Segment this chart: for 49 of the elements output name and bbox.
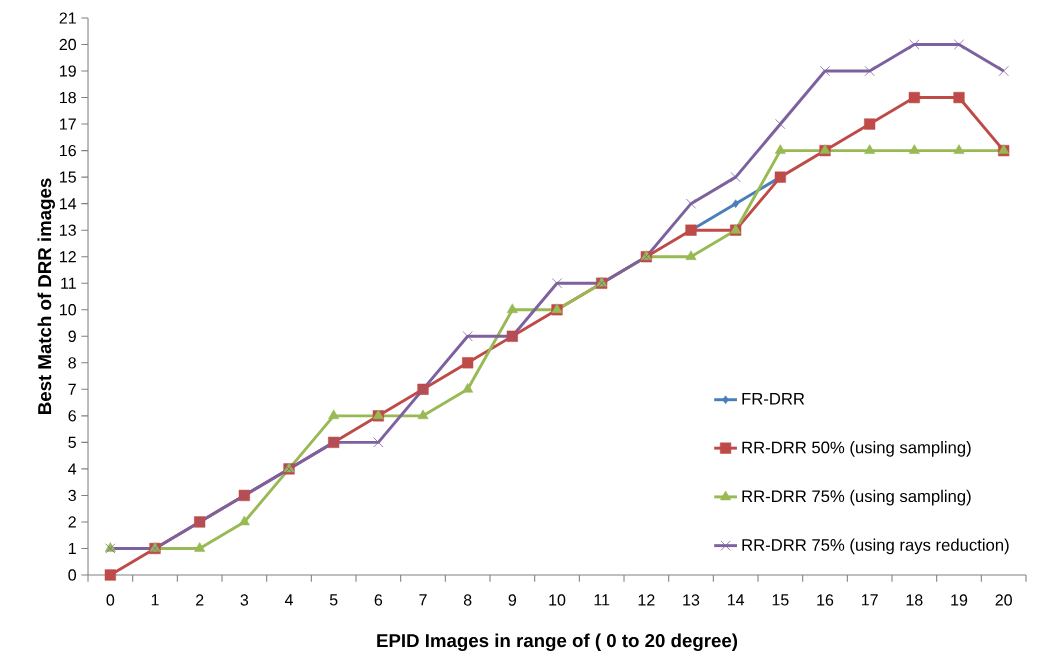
y-tick-label: 20 — [59, 38, 77, 51]
y-tick-label: 0 — [68, 569, 77, 581]
legend-label: RR-DRR 75% (using sampling) — [742, 489, 971, 506]
y-tick-label: 4 — [68, 463, 77, 475]
y-tick-label: 16 — [60, 144, 76, 157]
legend-label: RR-DRR 50% (using sampling) — [742, 441, 971, 457]
x-tick-label: 2 — [196, 594, 204, 606]
y-tick-label: 19 — [60, 65, 76, 77]
y-tick-label: 11 — [61, 277, 76, 289]
y-tick-label: 18 — [60, 91, 76, 104]
x-tick-label: 6 — [374, 594, 383, 606]
y-tick-label: 5 — [68, 436, 76, 448]
y-tick-label: 12 — [60, 251, 76, 263]
x-tick-label: 11 — [594, 594, 610, 606]
x-tick-label: 10 — [549, 594, 566, 606]
y-tick-label: 13 — [60, 224, 76, 236]
x-tick-label: 17 — [861, 594, 878, 606]
legend-label: FR-DRR — [742, 392, 805, 405]
x-tick-label: 18 — [906, 594, 923, 606]
y-tick-label: 15 — [60, 171, 76, 183]
x-tick-label: 14 — [727, 594, 745, 606]
x-tick-label: 13 — [683, 594, 700, 606]
x-tick-label: 15 — [772, 594, 789, 606]
x-axis-title: EPID Images in range of ( 0 to 20 degree) — [377, 633, 738, 651]
x-tick-label: 1 — [151, 594, 159, 606]
x-tick-label: 9 — [508, 594, 517, 606]
y-tick-label: 10 — [60, 304, 77, 316]
x-tick-label: 12 — [638, 594, 655, 606]
x-tick-label: 0 — [106, 594, 115, 606]
y-tick-label: 3 — [68, 489, 76, 502]
x-tick-label: 8 — [463, 594, 472, 606]
y-tick-label: 1 — [68, 542, 76, 554]
y-axis-title: Best Match of DRR images — [37, 178, 56, 414]
y-tick-label: 6 — [68, 410, 76, 422]
x-tick-label: 3 — [240, 594, 249, 606]
y-tick-label: 9 — [68, 330, 76, 342]
y-tick-label: 17 — [60, 118, 76, 130]
y-tick-label: 7 — [68, 383, 76, 395]
y-tick-label: 8 — [68, 357, 76, 369]
x-tick-label: 7 — [419, 594, 427, 606]
y-tick-label: 14 — [60, 198, 77, 210]
y-tick-label: 2 — [68, 516, 76, 528]
legend-label: RR-DRR 75% (using rays reduction) — [742, 538, 1009, 555]
x-tick-label: 19 — [951, 594, 968, 606]
x-tick-label: 5 — [329, 594, 338, 606]
x-tick-label: 16 — [817, 594, 834, 606]
x-tick-label: 20 — [995, 594, 1012, 606]
x-tick-label: 4 — [284, 594, 293, 606]
y-tick-label: 21 — [59, 12, 76, 24]
